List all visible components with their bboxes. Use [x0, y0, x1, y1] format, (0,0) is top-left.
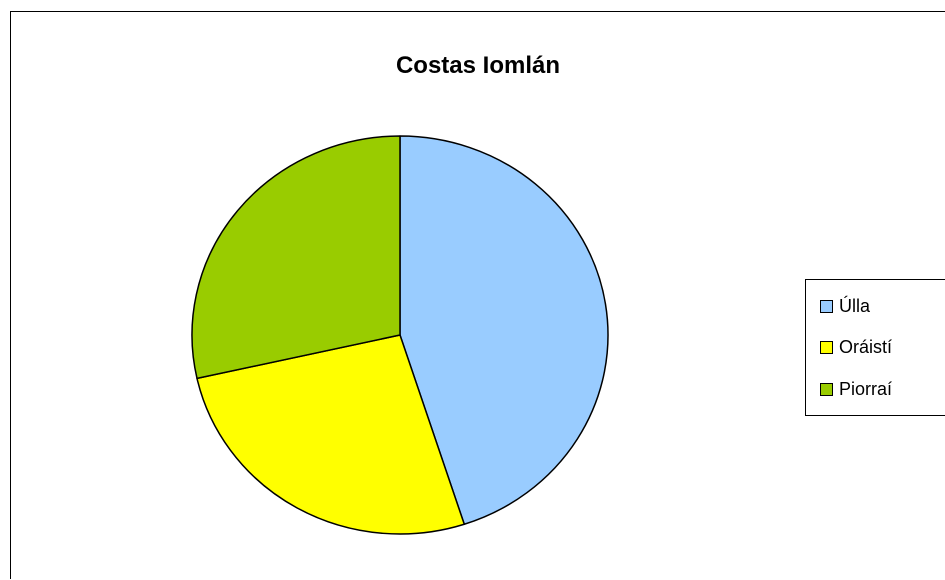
pie-slice-oraisti: [196, 334, 466, 535]
legend-item-oraisti: Oráistí: [820, 336, 892, 358]
legend-swatch-ulla: [820, 299, 833, 313]
chart-title: Costas Iomlán: [395, 52, 561, 79]
legend-item-piorrai: Piorraí: [820, 378, 892, 400]
legend-swatch-oraisti: [820, 340, 833, 354]
pie-slice-ulla: [399, 135, 609, 526]
legend-label-oraisti: Oráistí: [839, 336, 893, 357]
legend-item-ulla: Úlla: [820, 295, 870, 317]
legend-label-piorrai: Piorraí: [839, 378, 893, 399]
legend: Úlla Oráistí Piorraí: [805, 279, 945, 416]
legend-label-ulla: Úlla: [839, 295, 871, 316]
pie-slice-piorrai: [191, 135, 401, 380]
pie-chart: [191, 135, 609, 535]
legend-swatch-piorrai: [820, 382, 833, 396]
chart-area: Costas Iomlán Úlla Oráistí Piorraí: [10, 11, 945, 579]
